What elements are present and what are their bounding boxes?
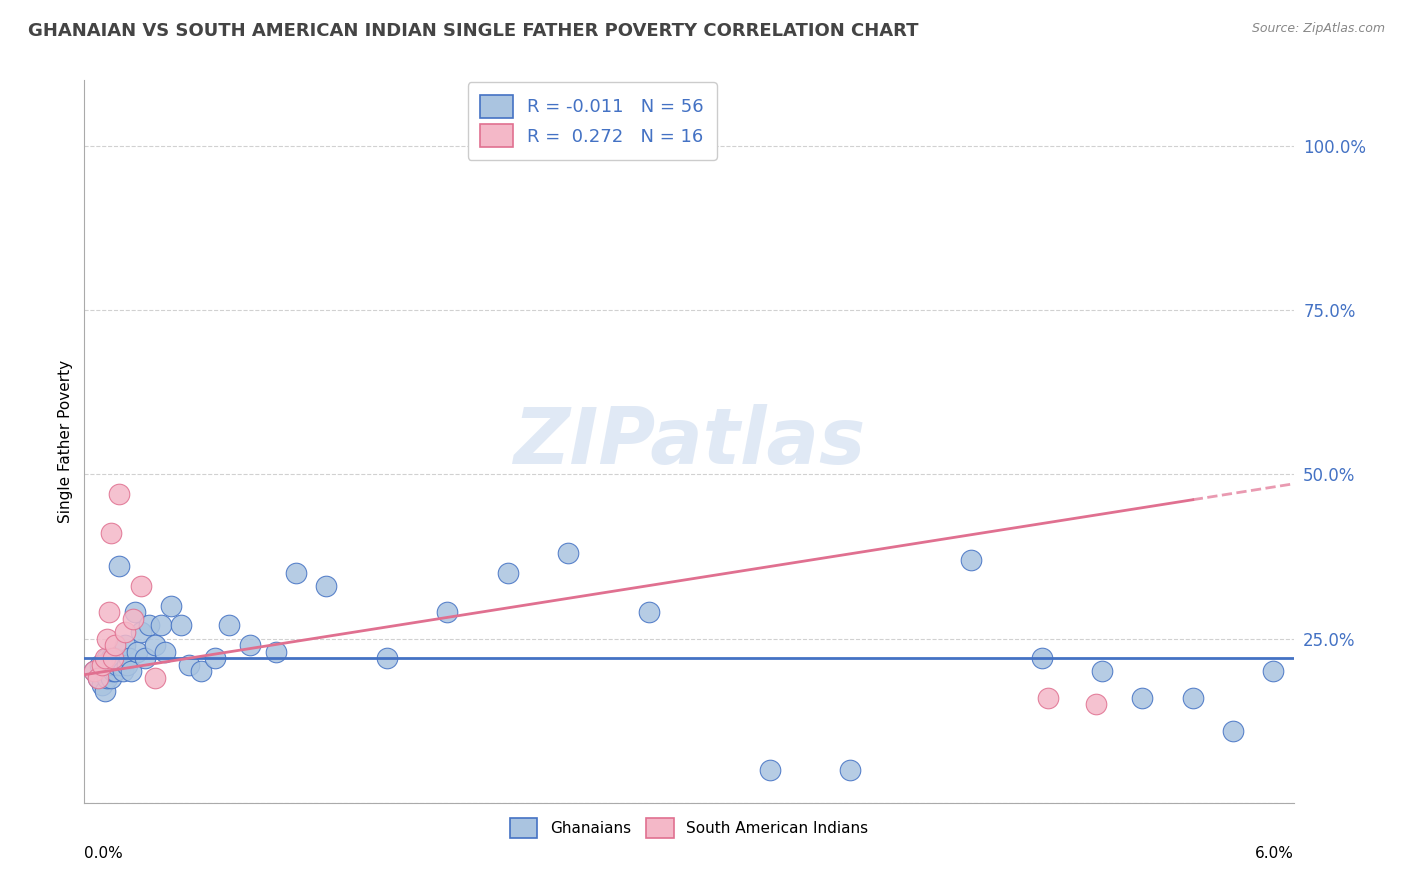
Point	[134, 651, 156, 665]
Point	[100, 651, 122, 665]
Point	[153, 645, 176, 659]
Point	[436, 605, 458, 619]
Point	[97, 657, 120, 672]
Point	[138, 618, 160, 632]
Point	[89, 657, 111, 672]
Text: GHANAIAN VS SOUTH AMERICAN INDIAN SINGLE FATHER POVERTY CORRELATION CHART: GHANAIAN VS SOUTH AMERICAN INDIAN SINGLE…	[28, 22, 918, 40]
Point	[758, 763, 780, 777]
Legend: Ghanaians, South American Indians: Ghanaians, South American Indians	[502, 811, 876, 846]
Point	[1036, 690, 1059, 705]
Point	[101, 657, 124, 672]
Point	[239, 638, 262, 652]
Point	[120, 665, 142, 679]
Point	[315, 579, 337, 593]
Point	[170, 618, 193, 632]
Point	[114, 638, 136, 652]
Point	[105, 657, 128, 672]
Point	[91, 677, 114, 691]
Point	[91, 657, 114, 672]
Point	[118, 651, 141, 665]
Point	[179, 657, 201, 672]
Point	[104, 651, 127, 665]
Point	[101, 665, 124, 679]
Point	[1130, 690, 1153, 705]
Point	[104, 638, 127, 652]
Point	[143, 671, 166, 685]
Point	[96, 671, 118, 685]
Point	[839, 763, 862, 777]
Text: ZIPatlas: ZIPatlas	[513, 403, 865, 480]
Point	[129, 579, 152, 593]
Point	[97, 605, 120, 619]
Point	[100, 671, 122, 685]
Point	[93, 651, 115, 665]
Point	[160, 599, 183, 613]
Point	[110, 657, 132, 672]
Point	[1263, 665, 1285, 679]
Point	[111, 665, 134, 679]
Point	[143, 638, 166, 652]
Point	[1085, 698, 1108, 712]
Text: Source: ZipAtlas.com: Source: ZipAtlas.com	[1251, 22, 1385, 36]
Point	[496, 566, 519, 580]
Y-axis label: Single Father Poverty: Single Father Poverty	[58, 360, 73, 523]
Point	[190, 665, 212, 679]
Point	[125, 645, 148, 659]
Text: 0.0%: 0.0%	[84, 847, 124, 861]
Text: 6.0%: 6.0%	[1254, 847, 1294, 861]
Point	[204, 651, 226, 665]
Point	[83, 665, 105, 679]
Point	[637, 605, 659, 619]
Point	[149, 618, 172, 632]
Point	[96, 632, 118, 646]
Point	[375, 651, 398, 665]
Point	[960, 553, 983, 567]
Point	[96, 651, 118, 665]
Point	[124, 605, 146, 619]
Point	[83, 665, 105, 679]
Point	[284, 566, 308, 580]
Point	[1181, 690, 1204, 705]
Point	[87, 671, 110, 685]
Point	[87, 671, 110, 685]
Point	[557, 546, 579, 560]
Point	[264, 645, 287, 659]
Point	[129, 625, 152, 640]
Point	[115, 657, 138, 672]
Point	[107, 487, 129, 501]
Point	[93, 665, 115, 679]
Point	[104, 665, 127, 679]
Point	[1091, 665, 1114, 679]
Point	[93, 684, 115, 698]
Point	[1222, 723, 1244, 738]
Point	[114, 625, 136, 640]
Point	[218, 618, 240, 632]
Point	[121, 612, 143, 626]
Point	[100, 526, 122, 541]
Point	[1031, 651, 1053, 665]
Point	[101, 651, 124, 665]
Point	[107, 559, 129, 574]
Point	[97, 665, 120, 679]
